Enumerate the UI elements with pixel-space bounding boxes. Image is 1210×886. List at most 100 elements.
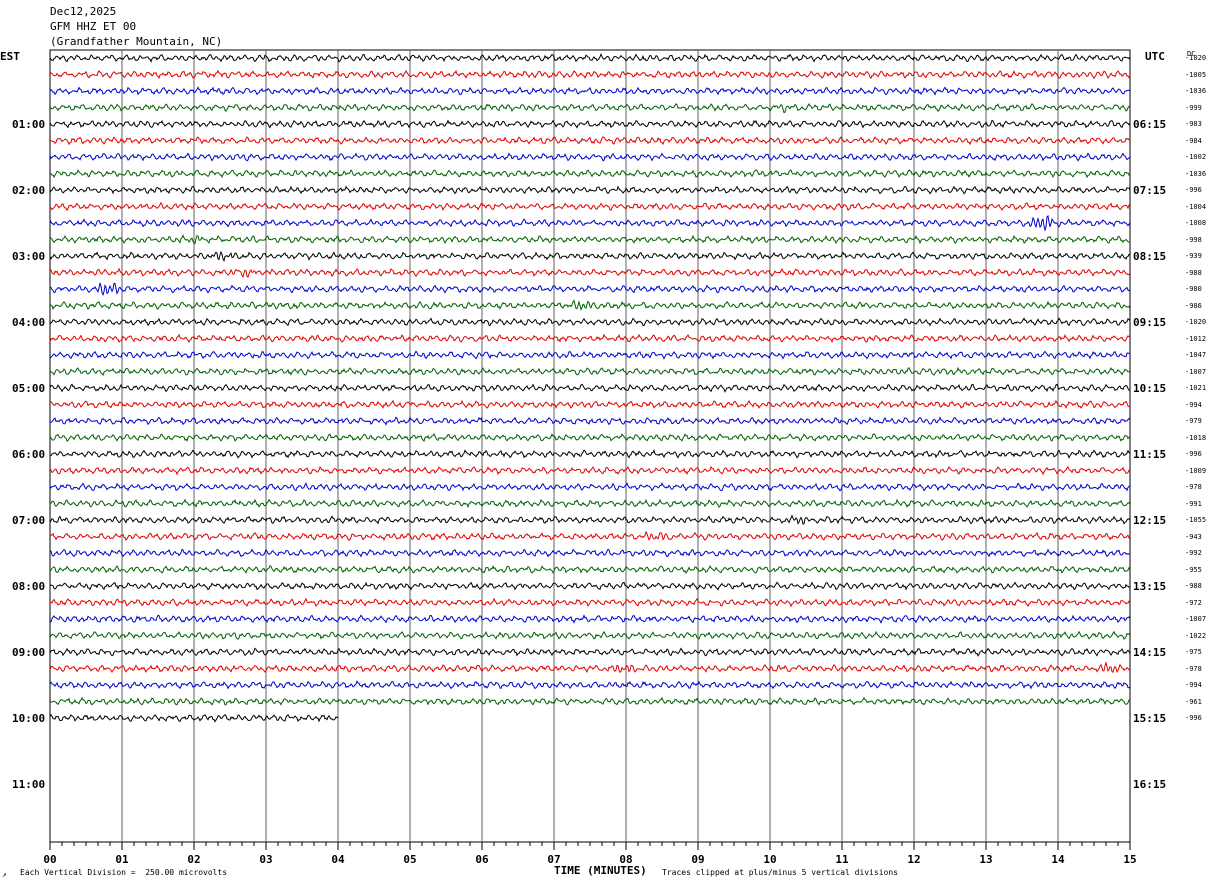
seismic-trace-15	[49, 299, 1131, 311]
seismic-trace-36	[49, 647, 1131, 657]
x-tick-label: 10	[763, 853, 777, 866]
utc-label: UTC	[1145, 50, 1165, 63]
footer-right: Traces clipped at plus/minus 5 vertical …	[662, 868, 899, 877]
seismic-trace-1	[49, 69, 1131, 80]
seismic-trace-3	[49, 102, 1131, 114]
hour-label-utc: 12:15	[1133, 514, 1167, 527]
seismic-trace-18	[49, 350, 1131, 360]
footer-left: Each Vertical Division = 250.00 microvol…	[20, 868, 228, 877]
x-tick-label: 01	[115, 853, 129, 866]
seismic-trace-29	[49, 530, 1131, 542]
x-tick-label: 09	[691, 853, 705, 866]
seismic-trace-24	[49, 449, 1131, 459]
hour-label-utc: 13:15	[1133, 580, 1167, 593]
x-tick-label: 05	[403, 853, 417, 866]
dc-offset-label: -961	[1185, 697, 1202, 706]
x-tick-label: 08	[619, 853, 633, 866]
hour-label-utc: 07:15	[1133, 184, 1167, 197]
header-station: GFM HHZ ET 00	[50, 20, 137, 33]
dc-offset-label: -939	[1185, 252, 1202, 260]
dc-offset-label: -983	[1185, 120, 1202, 128]
seismic-trace-27	[49, 498, 1131, 509]
dc-offset-label: -1020	[1185, 318, 1207, 326]
seismic-trace-39	[49, 696, 1131, 706]
dc-offset-label: -996	[1185, 714, 1202, 722]
seismic-trace-26	[49, 482, 1131, 492]
hour-label-utc: 16:15	[1133, 778, 1167, 791]
header-date: Dec12,2025	[50, 5, 117, 18]
dc-offset-label: -975	[1185, 648, 1202, 656]
seismic-trace-7	[49, 169, 1131, 179]
hour-label-utc: 11:15	[1133, 448, 1167, 461]
dc-offset-label: -998	[1185, 235, 1202, 244]
x-tick-label: 03	[259, 853, 273, 866]
seismic-trace-23	[49, 433, 1131, 442]
x-tick-label: 11	[835, 853, 849, 866]
dc-offset-label: -996	[1185, 186, 1202, 194]
hour-label-utc: 08:15	[1133, 250, 1167, 263]
dc-offset-label: -980	[1185, 285, 1202, 293]
hour-label-utc: 14:15	[1133, 646, 1167, 659]
x-tick-label: 13	[979, 853, 993, 866]
seismic-trace-19	[49, 366, 1131, 376]
hour-label-est: 06:00	[12, 448, 46, 461]
hour-label-utc: 10:15	[1133, 382, 1167, 395]
dc-offset-label: -1005	[1185, 70, 1207, 79]
x-tick-label: 07	[547, 853, 561, 866]
hour-label-est: 03:00	[12, 250, 46, 263]
dc-offset-label: -999	[1185, 103, 1202, 112]
seismic-trace-6	[49, 152, 1131, 162]
dc-offset-label: -994	[1185, 400, 1202, 409]
dc-offset-label: -992	[1185, 549, 1202, 557]
dc-offset-label: -988	[1185, 582, 1202, 590]
seismic-trace-40	[49, 713, 339, 723]
seismic-trace-21	[49, 399, 1131, 409]
dc-offset-label: -1012	[1185, 334, 1207, 343]
seismic-trace-38	[49, 680, 1131, 690]
hour-label-est: 01:00	[12, 118, 46, 131]
dc-offset-label: -1020	[1185, 54, 1207, 62]
seismic-trace-12	[49, 250, 1131, 263]
dc-offset-label: -1007	[1185, 615, 1207, 623]
dc-offset-label: -978	[1185, 483, 1202, 491]
hour-label-utc: 06:15	[1133, 118, 1167, 131]
hour-label-est: 02:00	[12, 184, 46, 197]
dc-offset-label: -986	[1185, 301, 1202, 310]
est-label: EST	[0, 50, 20, 63]
dc-offset-label: -972	[1185, 598, 1202, 607]
seismic-trace-14	[49, 282, 1131, 297]
hour-label-est: 05:00	[12, 382, 46, 395]
x-tick-label: 15	[1123, 853, 1137, 866]
plot-frame	[49, 49, 1131, 843]
hour-label-utc: 15:15	[1133, 712, 1167, 725]
dc-offset-label: -955	[1185, 565, 1202, 574]
hour-label-est: 09:00	[12, 646, 46, 659]
seismic-trace-37	[49, 661, 1131, 674]
seismic-trace-16	[49, 317, 1131, 327]
seismic-trace-10	[49, 215, 1131, 232]
dc-offset-label: -1022	[1185, 631, 1207, 640]
seismic-trace-5	[49, 136, 1131, 146]
dc-offset-label: -979	[1185, 417, 1202, 425]
seismic-trace-20	[49, 383, 1131, 393]
seismic-trace-22	[49, 416, 1131, 426]
hour-label-est: 07:00	[12, 514, 46, 527]
corner-mark: ↗	[2, 870, 7, 879]
hour-label-utc: 09:15	[1133, 316, 1167, 329]
dc-offset-label: -1036	[1185, 87, 1207, 95]
dc-offset-label: -1008	[1185, 219, 1207, 227]
x-tick-label: 14	[1051, 853, 1065, 866]
dc-offset-label: -1021	[1185, 384, 1207, 392]
seismic-trace-30	[49, 548, 1131, 558]
dc-offset-label: -994	[1185, 681, 1202, 689]
seismic-trace-31	[49, 565, 1131, 575]
dc-offset-label: -984	[1185, 136, 1202, 145]
seismic-trace-4	[49, 119, 1131, 129]
seismic-trace-2	[49, 86, 1131, 96]
hour-label-est: 04:00	[12, 316, 46, 329]
header-location: (Grandfather Mountain, NC)	[50, 35, 223, 48]
dc-offset-label: -1002	[1185, 153, 1207, 161]
seismic-trace-11	[49, 234, 1131, 245]
dc-offset-label: -996	[1185, 450, 1202, 458]
